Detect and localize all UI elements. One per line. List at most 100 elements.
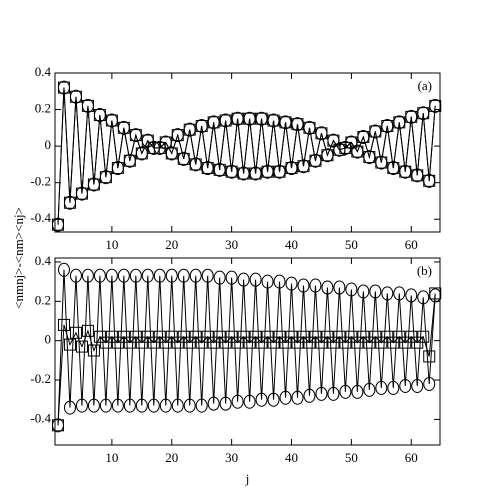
- circle-marker: [189, 268, 202, 283]
- square-marker: [105, 114, 118, 127]
- panel-label: (a): [418, 78, 432, 93]
- circle-marker: [177, 268, 190, 283]
- x-tick-label: 10: [105, 237, 118, 252]
- square-marker: [69, 90, 82, 103]
- circle-marker: [303, 388, 316, 403]
- panel-label: (b): [417, 263, 432, 278]
- y-tick-label: 0.4: [35, 253, 52, 268]
- y-tick-label: -0.4: [30, 210, 51, 225]
- circle-marker: [81, 268, 94, 283]
- square-marker: [87, 344, 100, 357]
- square-marker: [297, 160, 310, 173]
- square-marker: [51, 218, 64, 231]
- square-marker: [195, 120, 208, 132]
- circle-marker: [225, 270, 238, 285]
- square-marker: [381, 120, 394, 132]
- y-tick-label: 0: [45, 332, 52, 347]
- square-marker: [279, 116, 292, 129]
- circle-marker: [63, 400, 76, 415]
- y-axis-label: <nmnj>-<nm><nj>: [11, 207, 26, 309]
- square-marker: [351, 145, 364, 158]
- circle-marker: [93, 268, 106, 283]
- square-marker: [315, 127, 328, 140]
- circle-marker: [75, 398, 88, 413]
- square-marker: [165, 147, 178, 160]
- square-marker: [75, 187, 88, 200]
- circle-marker: [321, 280, 334, 295]
- x-tick-label: 30: [225, 237, 238, 252]
- circle-marker: [369, 284, 382, 299]
- circle-marker: [87, 398, 100, 413]
- circle-marker: [375, 380, 388, 395]
- circle-marker: [291, 390, 304, 405]
- circle-marker: [261, 274, 274, 289]
- x-tick-label: 40: [285, 237, 298, 252]
- square-marker: [387, 162, 400, 175]
- square-marker: [225, 165, 238, 178]
- circle-marker: [99, 398, 112, 413]
- circle-marker: [129, 268, 142, 283]
- series-line: [57, 87, 436, 225]
- x-tick-label: 10: [105, 450, 118, 465]
- circle-marker: [285, 276, 298, 291]
- x-tick-label: 50: [345, 237, 358, 252]
- square-marker: [411, 169, 424, 182]
- square-marker: [207, 116, 220, 129]
- y-tick-label: 0.2: [35, 292, 51, 307]
- square-marker: [291, 118, 304, 131]
- circle-marker: [165, 268, 178, 283]
- square-marker: [357, 130, 370, 143]
- square-marker: [417, 330, 430, 343]
- circle-marker: [339, 384, 352, 399]
- square-marker: [213, 163, 226, 176]
- x-tick-label: 40: [285, 450, 298, 465]
- circle-marker: [393, 286, 406, 301]
- square-marker: [249, 167, 262, 180]
- x-axis-label: j: [245, 471, 250, 486]
- circle-marker: [297, 278, 310, 293]
- square-marker: [123, 154, 136, 167]
- circle-marker: [267, 392, 280, 407]
- square-marker: [369, 125, 382, 138]
- x-tick-label: 60: [405, 450, 418, 465]
- circle-marker: [141, 268, 154, 283]
- square-marker: [261, 165, 274, 178]
- circle-marker: [57, 262, 70, 277]
- series-line: [57, 87, 436, 225]
- x-tick-label: 50: [345, 450, 358, 465]
- square-marker: [267, 114, 280, 127]
- square-marker: [273, 165, 286, 178]
- square-marker: [429, 287, 442, 300]
- square-marker: [321, 149, 334, 162]
- series-line: [57, 293, 436, 426]
- square-marker: [111, 162, 124, 175]
- square-marker: [231, 112, 244, 125]
- square-marker: [75, 340, 88, 353]
- circle-marker: [123, 398, 136, 413]
- circle-marker: [207, 396, 220, 411]
- circle-marker: [381, 286, 394, 301]
- square-marker: [393, 116, 406, 129]
- square-marker: [177, 152, 190, 165]
- y-tick-label: 0.2: [35, 101, 51, 116]
- circle-marker: [69, 268, 82, 283]
- circle-marker: [213, 270, 226, 285]
- circle-marker: [333, 280, 346, 295]
- square-marker: [117, 121, 130, 134]
- square-marker: [423, 350, 436, 363]
- square-marker: [69, 326, 82, 339]
- square-marker: [309, 154, 322, 167]
- circle-marker: [147, 398, 160, 413]
- circle-marker: [351, 384, 364, 399]
- circle-marker: [327, 386, 340, 401]
- circle-marker: [273, 274, 286, 289]
- square-marker: [243, 112, 256, 125]
- circle-marker: [183, 398, 196, 413]
- x-tick-label: 30: [225, 450, 238, 465]
- square-marker: [303, 121, 316, 134]
- circle-marker: [219, 396, 232, 411]
- circle-marker: [195, 398, 208, 413]
- circle-marker: [237, 272, 250, 287]
- square-marker: [363, 151, 376, 164]
- circle-marker: [315, 386, 328, 401]
